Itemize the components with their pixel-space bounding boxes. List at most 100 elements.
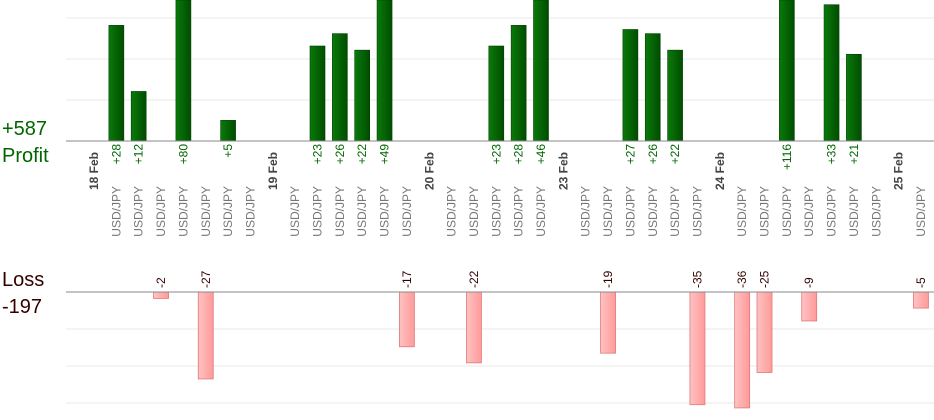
loss-value-label: -36 <box>735 270 749 288</box>
profit-bar <box>644 33 661 142</box>
pair-label: USD/JPY <box>579 186 593 237</box>
pair-label: USD/JPY <box>132 186 146 237</box>
date-label: 24 Feb <box>713 152 727 190</box>
profit-value-label: +12 <box>132 144 146 165</box>
pair-label: USD/JPY <box>378 186 392 237</box>
loss-value-label: -17 <box>400 270 414 288</box>
profit-bar <box>376 0 393 142</box>
profit-bar <box>130 91 147 142</box>
profit-bar <box>220 120 236 142</box>
pair-label: USD/JPY <box>780 186 794 237</box>
pair-label: USD/JPY <box>445 186 459 237</box>
pair-label: USD/JPY <box>825 186 839 237</box>
profit-value-label: +28 <box>109 144 123 165</box>
axes <box>66 140 934 293</box>
loss-bar <box>913 291 929 309</box>
pair-label: USD/JPY <box>802 186 816 237</box>
profit-bar <box>533 0 549 142</box>
loss-bar <box>197 291 214 380</box>
profit-bar <box>332 33 348 142</box>
loss-value-label: -25 <box>758 270 772 288</box>
loss-value-label: -2 <box>154 277 168 288</box>
date-label: 19 Feb <box>266 152 280 190</box>
pair-label: USD/JPY <box>243 186 257 237</box>
pair-label: USD/JPY <box>869 186 883 237</box>
profit-value-label: +23 <box>489 144 503 165</box>
loss-value-label: -35 <box>690 270 704 288</box>
loss-value-label: -9 <box>802 277 816 288</box>
loss-bar <box>734 291 751 409</box>
loss-bar <box>398 291 415 348</box>
loss-label: Loss <box>2 269 45 291</box>
pair-label: USD/JPY <box>333 186 347 237</box>
profit-value-label: +80 <box>176 144 190 165</box>
loss-value-label: -22 <box>467 270 481 288</box>
profit-bar <box>846 53 862 142</box>
pair-label: USD/JPY <box>847 186 861 237</box>
loss-bar <box>689 291 706 406</box>
profit-value-label: +23 <box>311 144 325 165</box>
loss-total: -197 <box>2 296 43 318</box>
pair-label: USD/JPY <box>154 186 168 237</box>
profit-bar <box>488 45 505 142</box>
pair-label: USD/JPY <box>176 186 190 237</box>
pair-label: USD/JPY <box>623 186 637 237</box>
profit-value-label: +26 <box>333 144 347 165</box>
profit-value-label: +22 <box>668 144 682 165</box>
pair-label: USD/JPY <box>355 186 369 237</box>
pair-label: USD/JPY <box>601 186 615 237</box>
profit-value-label: +33 <box>825 144 839 165</box>
profit-bar <box>175 0 192 142</box>
loss-bar <box>756 291 773 373</box>
loss-bar <box>600 291 616 354</box>
pair-label: USD/JPY <box>534 186 548 237</box>
loss-bar <box>153 291 169 299</box>
labels: +28 USD/JPY +12 USD/JPY -2 USD/JPY +80 USD/JPY -… <box>87 144 928 288</box>
loss-value-label: -27 <box>199 270 213 288</box>
profit-value-label: +27 <box>623 144 637 165</box>
profit-bar <box>108 25 125 142</box>
pair-label: USD/JPY <box>758 186 772 237</box>
pair-label: USD/JPY <box>735 186 749 237</box>
loss-bar <box>801 291 818 322</box>
loss-value-label: -5 <box>914 277 928 288</box>
date-label: 18 Feb <box>87 152 101 190</box>
profit-bar <box>354 49 371 142</box>
profit-label: Profit <box>2 145 49 167</box>
profit-bar <box>779 0 795 142</box>
profit-value-label: +49 <box>378 144 392 165</box>
loss-value-label: -19 <box>601 270 615 288</box>
profit-bar <box>622 29 639 142</box>
profit-value-label: +5 <box>221 144 235 158</box>
pair-label: USD/JPY <box>467 186 481 237</box>
pair-label: USD/JPY <box>489 186 503 237</box>
profit-bar <box>510 25 527 142</box>
pair-label: USD/JPY <box>646 186 660 237</box>
profit-bar <box>309 45 326 142</box>
pair-label: USD/JPY <box>690 186 704 237</box>
bars <box>108 0 929 409</box>
date-label: 23 Feb <box>556 152 570 190</box>
pair-label: USD/JPY <box>668 186 682 237</box>
profit-value-label: +28 <box>512 144 526 165</box>
date-label: 20 Feb <box>422 152 436 190</box>
profit-total: +587 <box>2 118 48 140</box>
profit-value-label: +26 <box>646 144 660 165</box>
pair-label: USD/JPY <box>288 186 302 237</box>
pair-label: USD/JPY <box>914 186 928 237</box>
date-label: 25 Feb <box>892 152 906 190</box>
pair-label: USD/JPY <box>512 186 526 237</box>
profit-value-label: +116 <box>780 144 794 170</box>
pair-label: USD/JPY <box>221 186 235 237</box>
pair-label: USD/JPY <box>109 186 123 237</box>
pair-label: USD/JPY <box>400 186 414 237</box>
profit-value-label: +21 <box>847 144 861 165</box>
profit-value-label: +46 <box>534 144 548 165</box>
profit-bar <box>667 49 683 142</box>
pair-label: USD/JPY <box>311 186 325 237</box>
pair-label: USD/JPY <box>199 186 213 237</box>
profit-value-label: +22 <box>355 144 369 165</box>
profit-bar <box>823 4 840 142</box>
loss-bar <box>466 291 482 364</box>
